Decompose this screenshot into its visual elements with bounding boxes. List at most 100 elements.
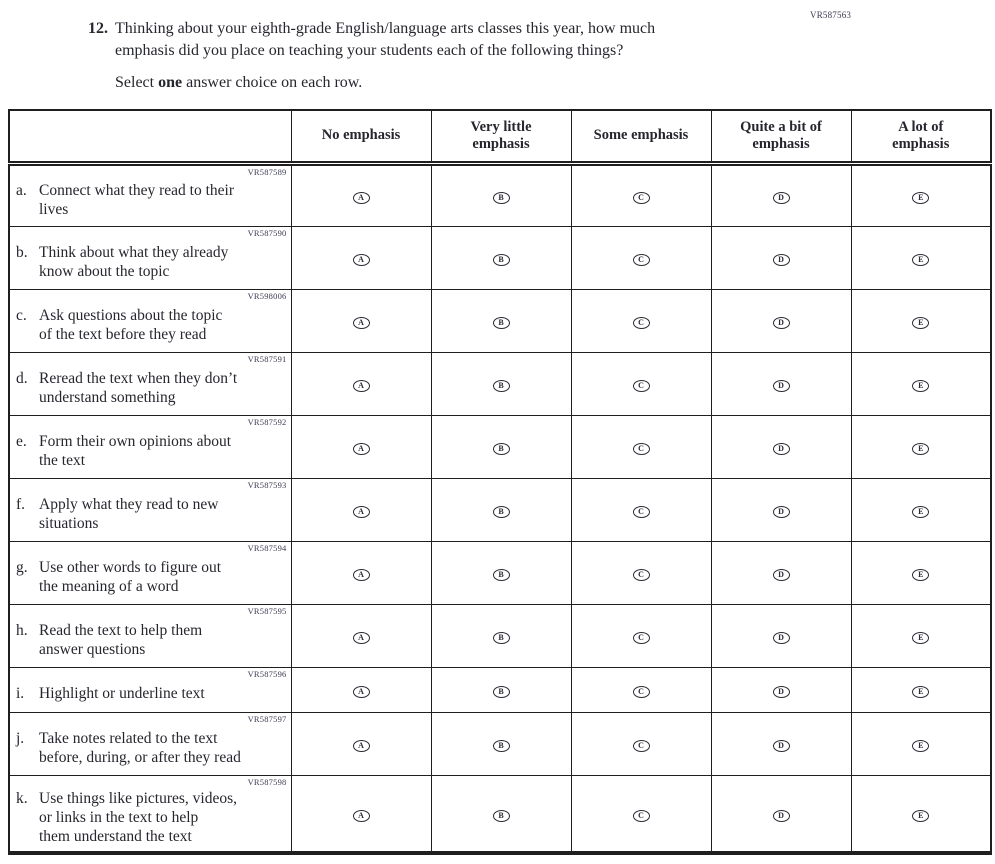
bubble-option-b[interactable]: B	[492, 631, 510, 644]
answer-cell: A	[290, 774, 432, 856]
bubble-option-c[interactable]: C	[632, 253, 650, 266]
row-label-cell: VR587594 g. Use other words to figure out…	[8, 540, 292, 605]
bubble-option-d[interactable]: D	[772, 739, 790, 752]
bubble-option-c[interactable]: C	[632, 505, 650, 518]
bubble-option-b[interactable]: B	[492, 442, 510, 455]
bubble-option-e[interactable]: E	[912, 442, 930, 455]
answer-cell: E	[850, 774, 992, 856]
bubble-option-c[interactable]: C	[632, 739, 650, 752]
bubble-option-b[interactable]: B	[492, 685, 510, 698]
answer-cell: E	[850, 225, 992, 290]
bubble-option-d[interactable]: D	[772, 442, 790, 455]
answer-cell: C	[570, 666, 712, 713]
bubble-option-a[interactable]: A	[352, 739, 370, 752]
bubble-option-e[interactable]: E	[912, 685, 930, 698]
bubble-option-e[interactable]: E	[912, 379, 930, 392]
bubble-option-a[interactable]: A	[352, 379, 370, 392]
bubble-option-b[interactable]: B	[492, 739, 510, 752]
bubble-option-c[interactable]: C	[632, 442, 650, 455]
bubble-option-e[interactable]: E	[912, 253, 930, 266]
bubble-option-e[interactable]: E	[912, 631, 930, 644]
row-label: Reread the text when they don’t understa…	[39, 369, 238, 406]
bubble-option-a[interactable]: A	[352, 685, 370, 698]
bubble-option-c[interactable]: C	[632, 568, 650, 581]
row-vr-code: VR587597	[247, 713, 287, 724]
row-label: Apply what they read to new situations	[39, 495, 219, 532]
row-letter: c.	[16, 306, 27, 324]
question-instruction: Select one answer choice on each row.	[115, 72, 775, 94]
bubble-option-d[interactable]: D	[772, 316, 790, 329]
bubble-option-a[interactable]: A	[352, 191, 370, 204]
table-row-e: VR587592 e. Form their own opinions about…	[8, 414, 992, 479]
bubble-option-e[interactable]: E	[912, 568, 930, 581]
row-vr-code: VR587596	[247, 668, 287, 679]
answer-cell: B	[430, 162, 572, 227]
bubble-option-a[interactable]: A	[352, 809, 370, 822]
bubble-option-d[interactable]: D	[772, 631, 790, 644]
row-label: Highlight or underline text	[39, 685, 205, 703]
answer-cell: E	[850, 477, 992, 542]
instruction-bold: one	[158, 74, 183, 92]
column-header-very-little-emphasis: Very little emphasis	[430, 109, 572, 166]
bubble-option-d[interactable]: D	[772, 253, 790, 266]
bubble-option-c[interactable]: C	[632, 379, 650, 392]
bubble-option-c[interactable]: C	[632, 191, 650, 204]
bubble-option-b[interactable]: B	[492, 505, 510, 518]
bubble-option-d[interactable]: D	[772, 191, 790, 204]
row-label-cell: VR587596 i. Highlight or underline text	[8, 666, 292, 713]
column-header-some-emphasis: Some emphasis	[570, 109, 712, 166]
bubble-option-d[interactable]: D	[772, 568, 790, 581]
bubble-option-d[interactable]: D	[772, 379, 790, 392]
stub-header	[8, 109, 292, 166]
row-vr-code: VR587591	[247, 353, 287, 364]
bubble-option-e[interactable]: E	[912, 809, 930, 822]
table-row-k: VR587598 k. Use things like pictures, vid…	[8, 774, 992, 856]
answer-cell: C	[570, 288, 712, 353]
row-label-cell: VR587595 h. Read the text to help them an…	[8, 603, 292, 668]
answer-cell: C	[570, 603, 712, 668]
table-row-c: VR598006 c. Ask questions about the topic…	[8, 288, 992, 353]
answer-cell: E	[850, 711, 992, 776]
bubble-option-a[interactable]: A	[352, 253, 370, 266]
bubble-option-d[interactable]: D	[772, 685, 790, 698]
answer-cell: E	[850, 603, 992, 668]
bubble-option-b[interactable]: B	[492, 191, 510, 204]
bubble-option-e[interactable]: E	[912, 739, 930, 752]
answer-cell: E	[850, 414, 992, 479]
answer-cell: C	[570, 351, 712, 416]
bubble-option-a[interactable]: A	[352, 442, 370, 455]
bubble-option-b[interactable]: B	[492, 316, 510, 329]
bubble-option-b[interactable]: B	[492, 568, 510, 581]
answer-cell: B	[430, 666, 572, 713]
answer-cell: D	[710, 288, 852, 353]
bubble-option-e[interactable]: E	[912, 505, 930, 518]
answer-cell: A	[290, 603, 432, 668]
column-header-quite-a-bit-of-emphasis: Quite a bit of emphasis	[710, 109, 852, 166]
answer-cell: B	[430, 540, 572, 605]
row-letter: k.	[16, 789, 28, 807]
answer-cell: D	[710, 162, 852, 227]
row-label-cell: VR598006 c. Ask questions about the topic…	[8, 288, 292, 353]
bubble-option-a[interactable]: A	[352, 568, 370, 581]
bubble-option-e[interactable]: E	[912, 316, 930, 329]
answer-cell: D	[710, 414, 852, 479]
answer-cell: E	[850, 540, 992, 605]
answer-cell: D	[710, 225, 852, 290]
bubble-option-a[interactable]: A	[352, 505, 370, 518]
bubble-option-a[interactable]: A	[352, 631, 370, 644]
bubble-option-d[interactable]: D	[772, 505, 790, 518]
bubble-option-d[interactable]: D	[772, 809, 790, 822]
bubble-option-b[interactable]: B	[492, 253, 510, 266]
bubble-option-e[interactable]: E	[912, 191, 930, 204]
table-row-d: VR587591 d. Reread the text when they don…	[8, 351, 992, 416]
bubble-option-c[interactable]: C	[632, 631, 650, 644]
bubble-option-c[interactable]: C	[632, 685, 650, 698]
bubble-option-a[interactable]: A	[352, 316, 370, 329]
bubble-option-b[interactable]: B	[492, 379, 510, 392]
bubble-option-c[interactable]: C	[632, 316, 650, 329]
bubble-option-c[interactable]: C	[632, 809, 650, 822]
answer-cell: E	[850, 162, 992, 227]
row-letter: a.	[16, 181, 27, 199]
bubble-option-b[interactable]: B	[492, 809, 510, 822]
row-label-cell: VR587591 d. Reread the text when they don…	[8, 351, 292, 416]
